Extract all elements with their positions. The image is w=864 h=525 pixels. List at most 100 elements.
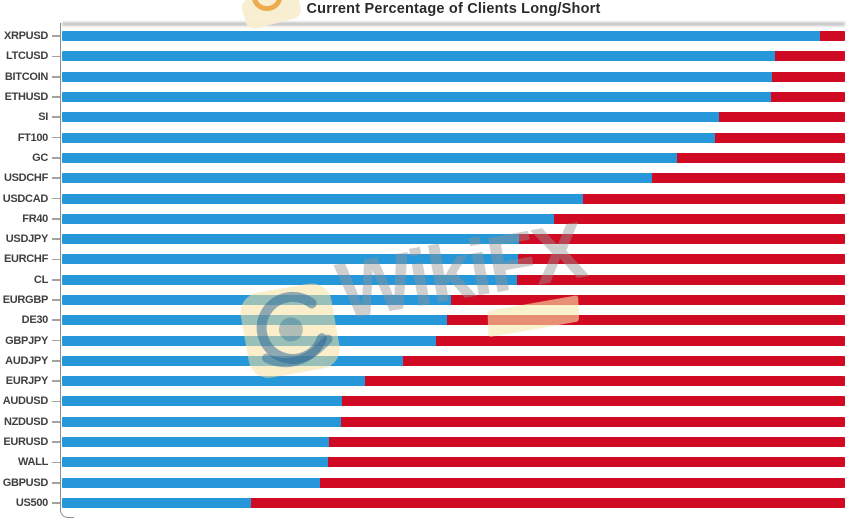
- bar-track: [62, 376, 845, 387]
- bar-row: XRPUSD: [0, 26, 845, 46]
- long-bar-segment: [62, 315, 448, 326]
- short-bar-segment: [770, 92, 845, 103]
- short-bar-segment: [320, 477, 845, 488]
- bar-track: [62, 396, 845, 407]
- bar-track: [62, 213, 845, 224]
- category-label: FR40: [22, 212, 48, 225]
- axis-tick: [48, 197, 62, 200]
- axis-tick: [48, 299, 62, 301]
- axis-tick: [48, 339, 62, 342]
- bar-row: AUDUSD: [0, 391, 845, 411]
- long-bar-segment: [62, 457, 329, 468]
- category-label: US500: [15, 496, 48, 509]
- bar-row: USDJPY: [0, 229, 845, 249]
- long-bar-segment: [62, 213, 554, 224]
- bar-track: [62, 416, 845, 427]
- short-bar-segment: [715, 132, 845, 143]
- short-bar-segment: [553, 213, 845, 224]
- short-bar-segment: [718, 112, 845, 123]
- bar-row: BITCOIN: [0, 67, 845, 87]
- tick-line: [52, 55, 60, 58]
- bar-row: FR40: [0, 209, 845, 229]
- tick-line: [52, 116, 60, 119]
- axis-tick: [48, 360, 62, 362]
- category-label: SI: [38, 111, 48, 124]
- long-bar-segment: [62, 92, 771, 103]
- axis-tick: [48, 278, 62, 281]
- tick-line: [52, 339, 60, 342]
- category-label: EURUSD: [3, 436, 48, 449]
- bar-row: US500: [0, 493, 845, 513]
- bar-row: AUDJPY: [0, 351, 845, 371]
- bar-row: USDCHF: [0, 168, 845, 188]
- long-bar-segment: [62, 355, 403, 366]
- tick-line: [52, 35, 60, 37]
- tick-line: [52, 278, 60, 281]
- axis-tick: [48, 116, 62, 119]
- bar-track: [62, 92, 845, 103]
- bar-track: [62, 31, 845, 42]
- axis-tick: [48, 217, 62, 220]
- long-bar-segment: [62, 193, 584, 204]
- bar-track: [62, 355, 845, 366]
- long-bar-segment: [62, 31, 820, 42]
- bar-track: [62, 295, 845, 305]
- bar-track: [62, 477, 845, 488]
- category-label: USDCAD: [2, 192, 49, 205]
- short-bar-segment: [447, 315, 845, 326]
- tick-line: [52, 420, 60, 423]
- bar-row: WALL: [0, 452, 845, 472]
- category-label: EURGBP: [2, 294, 49, 306]
- axis-tick: [48, 35, 62, 37]
- category-label: WALL: [18, 456, 48, 469]
- bar-row: ETHUSD: [0, 87, 845, 107]
- bar-track: [62, 497, 845, 508]
- long-bar-segment: [62, 173, 652, 184]
- chart-title: Current Percentage of Clients Long/Short: [306, 1, 601, 17]
- long-bar-segment: [62, 234, 520, 245]
- short-bar-segment: [329, 437, 845, 448]
- tick-line: [52, 461, 60, 464]
- bar-row: GBPUSD: [0, 473, 845, 493]
- tick-line: [52, 400, 60, 403]
- tick-line: [52, 299, 60, 301]
- tick-line: [52, 96, 60, 98]
- category-label: CL: [33, 273, 48, 286]
- axis-tick: [48, 177, 62, 180]
- axis-tick: [48, 136, 62, 139]
- short-bar-segment: [516, 274, 845, 285]
- axis-tick: [48, 461, 62, 464]
- bar-track: [62, 71, 845, 82]
- bar-row: LTCUSD: [0, 46, 845, 66]
- tick-line: [52, 177, 60, 180]
- short-bar-segment: [676, 152, 845, 163]
- bar-row: GC: [0, 148, 845, 168]
- long-bar-segment: [62, 112, 719, 123]
- category-label: AUDUSD: [2, 395, 49, 408]
- bar-row: SI: [0, 107, 845, 127]
- bar-row: EURGBP: [0, 290, 845, 310]
- long-bar-segment: [62, 295, 452, 305]
- y-axis-spine: [60, 23, 74, 518]
- long-bar-segment: [62, 152, 677, 163]
- bar-row: DE30: [0, 310, 845, 330]
- long-bar-segment: [62, 497, 252, 508]
- bar-row: FT100: [0, 127, 845, 147]
- tick-line: [52, 481, 60, 484]
- long-bar-segment: [62, 416, 341, 427]
- short-bar-segment: [519, 234, 845, 245]
- tick-line: [52, 217, 60, 220]
- tick-line: [52, 157, 60, 159]
- axis-tick: [48, 380, 62, 383]
- axis-tick: [48, 96, 62, 98]
- bar-track: [62, 152, 845, 163]
- bar-track: [62, 335, 845, 346]
- category-label: ETHUSD: [4, 91, 49, 104]
- category-label: EURCHF: [3, 253, 48, 266]
- category-label: NZDUSD: [3, 415, 48, 428]
- bar-track: [62, 193, 845, 204]
- bar-track: [62, 457, 845, 468]
- short-bar-segment: [328, 457, 845, 468]
- short-bar-segment: [451, 295, 845, 305]
